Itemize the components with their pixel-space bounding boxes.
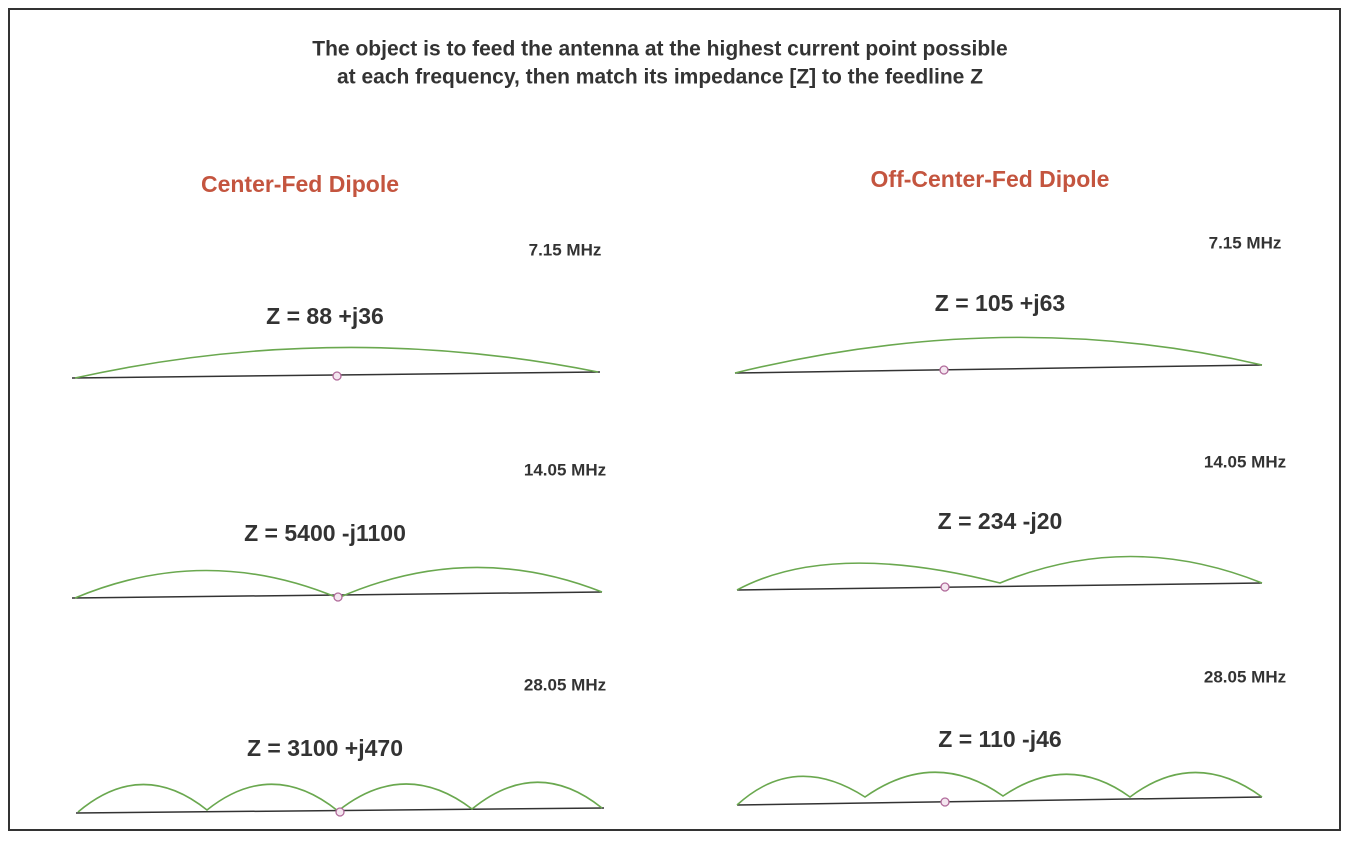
frequency: 14.05 MHz <box>524 460 606 479</box>
title-line: The object is to feed the antenna at the… <box>312 38 1007 61</box>
title-line: at each frequency, then match its impeda… <box>337 66 983 89</box>
impedance: Z = 234 -j20 <box>938 508 1063 534</box>
feed-point <box>940 797 950 807</box>
frequency: 28.05 MHz <box>1204 667 1286 686</box>
column-heading: Center-Fed Dipole <box>201 171 399 197</box>
current-curve <box>736 771 1263 806</box>
feed-point <box>333 592 343 602</box>
current-curve <box>74 346 599 379</box>
column-heading: Off-Center-Fed Dipole <box>871 166 1110 192</box>
wire <box>736 582 1263 591</box>
feed-point <box>332 371 342 381</box>
frequency: 7.15 MHz <box>1209 233 1282 252</box>
feed-point <box>940 582 950 592</box>
wire <box>736 796 1263 806</box>
frame <box>8 8 1341 831</box>
impedance: Z = 5400 -j1100 <box>244 520 406 546</box>
impedance: Z = 3100 +j470 <box>247 735 403 761</box>
wire <box>734 364 1263 374</box>
feed-point <box>335 807 345 817</box>
current-curve <box>734 336 1263 374</box>
frequency: 7.15 MHz <box>529 240 602 259</box>
frequency: 14.05 MHz <box>1204 452 1286 471</box>
impedance: Z = 88 +j36 <box>266 303 384 329</box>
impedance: Z = 105 +j63 <box>935 290 1065 316</box>
current-curve <box>736 555 1263 591</box>
feed-point <box>939 365 949 375</box>
frequency: 28.05 MHz <box>524 675 606 694</box>
impedance: Z = 110 -j46 <box>938 726 1061 752</box>
